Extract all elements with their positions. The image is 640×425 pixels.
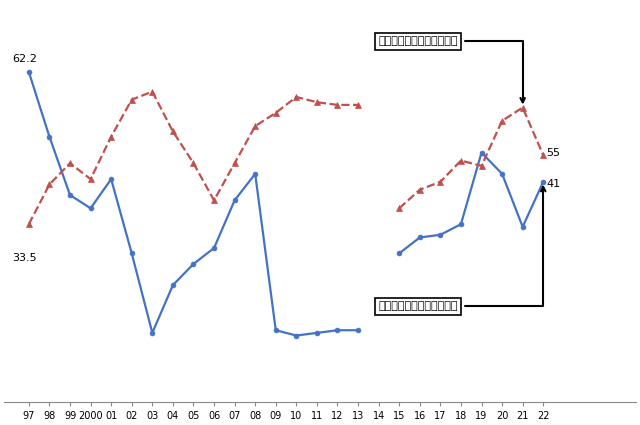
Text: 33.5: 33.5 [12,253,37,264]
Text: 41: 41 [547,179,561,190]
Text: 初任給を「据え置いた」企: 初任給を「据え置いた」企 [379,187,545,312]
Text: 初任給を「引き上げた」企: 初任給を「引き上げた」企 [379,36,525,102]
Text: 55: 55 [547,147,561,158]
Text: 62.2: 62.2 [12,54,37,64]
